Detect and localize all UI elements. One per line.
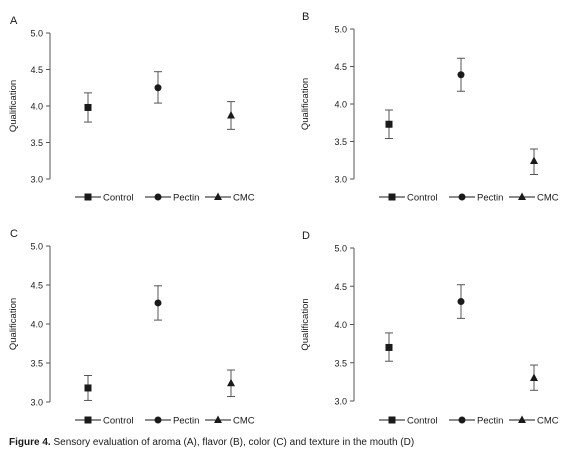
panel-d-legend-marker-cmc (518, 415, 526, 423)
panel-c-label: C (10, 228, 18, 240)
panel-b-y-tick-label: 4.5 (334, 62, 347, 72)
panel-b-legend-marker-control (388, 193, 396, 201)
panel-c-y-tick-label: 3.0 (30, 398, 43, 408)
figure-caption: Figure 4. Sensory evaluation of aroma (A… (9, 437, 414, 448)
panel-c-legend-marker-control (84, 416, 92, 424)
panel-b-legend-label-pectin: Pectin (477, 193, 503, 204)
figure-caption-text: Sensory evaluation of aroma (A), flavor … (53, 437, 415, 448)
panel-a-legend-label-cmc: CMC (233, 193, 255, 204)
figure-4-panels: A 3.0 3.5 4.0 4.5 5.0 Qualification Control Pect… (8, 11, 559, 427)
panel-a-y-tick-label: 3.0 (30, 175, 43, 185)
panel-a-legend-marker-control (84, 193, 92, 201)
panel-c-legend-label-cmc: CMC (233, 416, 255, 427)
figure-caption-label: Figure 4. (9, 437, 51, 448)
panel-a-legend-marker-cmc (214, 192, 222, 200)
panel-c-legend-label-control: Control (103, 416, 134, 427)
panel-d: D 3.0 3.5 4.0 4.5 5.0 Qualification Control Pect… (300, 230, 559, 427)
panel-a-point-control (84, 103, 92, 111)
panel-d-legend-marker-control (388, 416, 396, 424)
panel-c-y-tick-label: 4.0 (30, 320, 43, 330)
panel-d-y-axis-title: Qualification (300, 298, 311, 350)
panel-a-y-tick-label: 4.5 (30, 65, 43, 75)
panel-d-y-tick-label: 4.5 (334, 282, 347, 292)
panel-b-legend-marker-pectin (458, 193, 466, 201)
panel-d-y-tick-label: 5.0 (334, 244, 347, 254)
panel-b-legend-marker-cmc (518, 192, 526, 200)
panel-c-point-control (84, 384, 92, 392)
panel-a-legend-label-control: Control (103, 193, 134, 204)
panel-d-point-pectin (457, 298, 465, 306)
panel-d-point-cmc (530, 373, 538, 382)
panel-b-legend-label-control: Control (407, 193, 438, 204)
panel-b-point-control (385, 120, 393, 128)
panel-c-y-tick-label: 4.5 (30, 281, 43, 291)
panel-a-legend-label-pectin: Pectin (173, 193, 199, 204)
panel-c-y-axis-title: Qualification (8, 298, 19, 350)
panel-b-y-tick-label: 3.5 (334, 137, 347, 147)
panel-a-y-tick-label: 4.0 (30, 102, 43, 112)
panel-a-y-tick-label: 3.5 (30, 138, 43, 148)
panel-a-point-pectin (154, 84, 162, 92)
panel-c-legend-label-pectin: Pectin (173, 416, 199, 427)
panel-d-y-tick-label: 3.0 (334, 397, 347, 407)
panel-c: C 3.0 3.5 4.0 4.5 5.0 Qualification Control Pect… (8, 228, 255, 427)
panel-c-y-tick-label: 3.5 (30, 359, 43, 369)
panel-a-y-axis-title: Qualification (8, 80, 19, 132)
panel-c-y-tick-label: 5.0 (30, 242, 43, 252)
panel-c-legend-marker-cmc (214, 415, 222, 423)
panel-d-point-control (385, 343, 393, 351)
panel-d-legend-label-control: Control (407, 416, 438, 427)
panel-a-point-cmc (227, 110, 235, 119)
panel-b-y-tick-label: 3.0 (334, 175, 347, 185)
panel-b: B 3.0 3.5 4.0 4.5 5.0 Qualification Control Pect… (300, 11, 559, 204)
panel-d-legend-label-cmc: CMC (537, 416, 559, 427)
panel-b-point-cmc (530, 156, 538, 164)
panel-b-y-axis-title: Qualification (300, 78, 311, 130)
panel-a: A 3.0 3.5 4.0 4.5 5.0 Qualification Control Pect… (8, 15, 255, 204)
panel-d-legend-label-pectin: Pectin (477, 416, 503, 427)
panel-a-legend-marker-pectin (154, 193, 162, 201)
panel-b-legend-label-cmc: CMC (537, 193, 559, 204)
panel-b-y-tick-label: 4.0 (334, 100, 347, 110)
panel-d-label: D (302, 230, 310, 242)
panel-d-y-tick-label: 3.5 (334, 358, 347, 368)
panel-c-point-pectin (154, 299, 162, 307)
panel-d-legend-marker-pectin (458, 416, 466, 424)
panel-d-y-tick-label: 4.0 (334, 320, 347, 330)
panel-a-label: A (10, 15, 18, 27)
panel-b-label: B (302, 11, 309, 23)
panel-b-y-tick-label: 5.0 (334, 25, 347, 35)
panel-a-y-tick-label: 5.0 (30, 29, 43, 39)
panel-c-point-cmc (227, 378, 235, 387)
panel-b-point-pectin (457, 71, 465, 79)
panel-c-legend-marker-pectin (154, 416, 162, 424)
